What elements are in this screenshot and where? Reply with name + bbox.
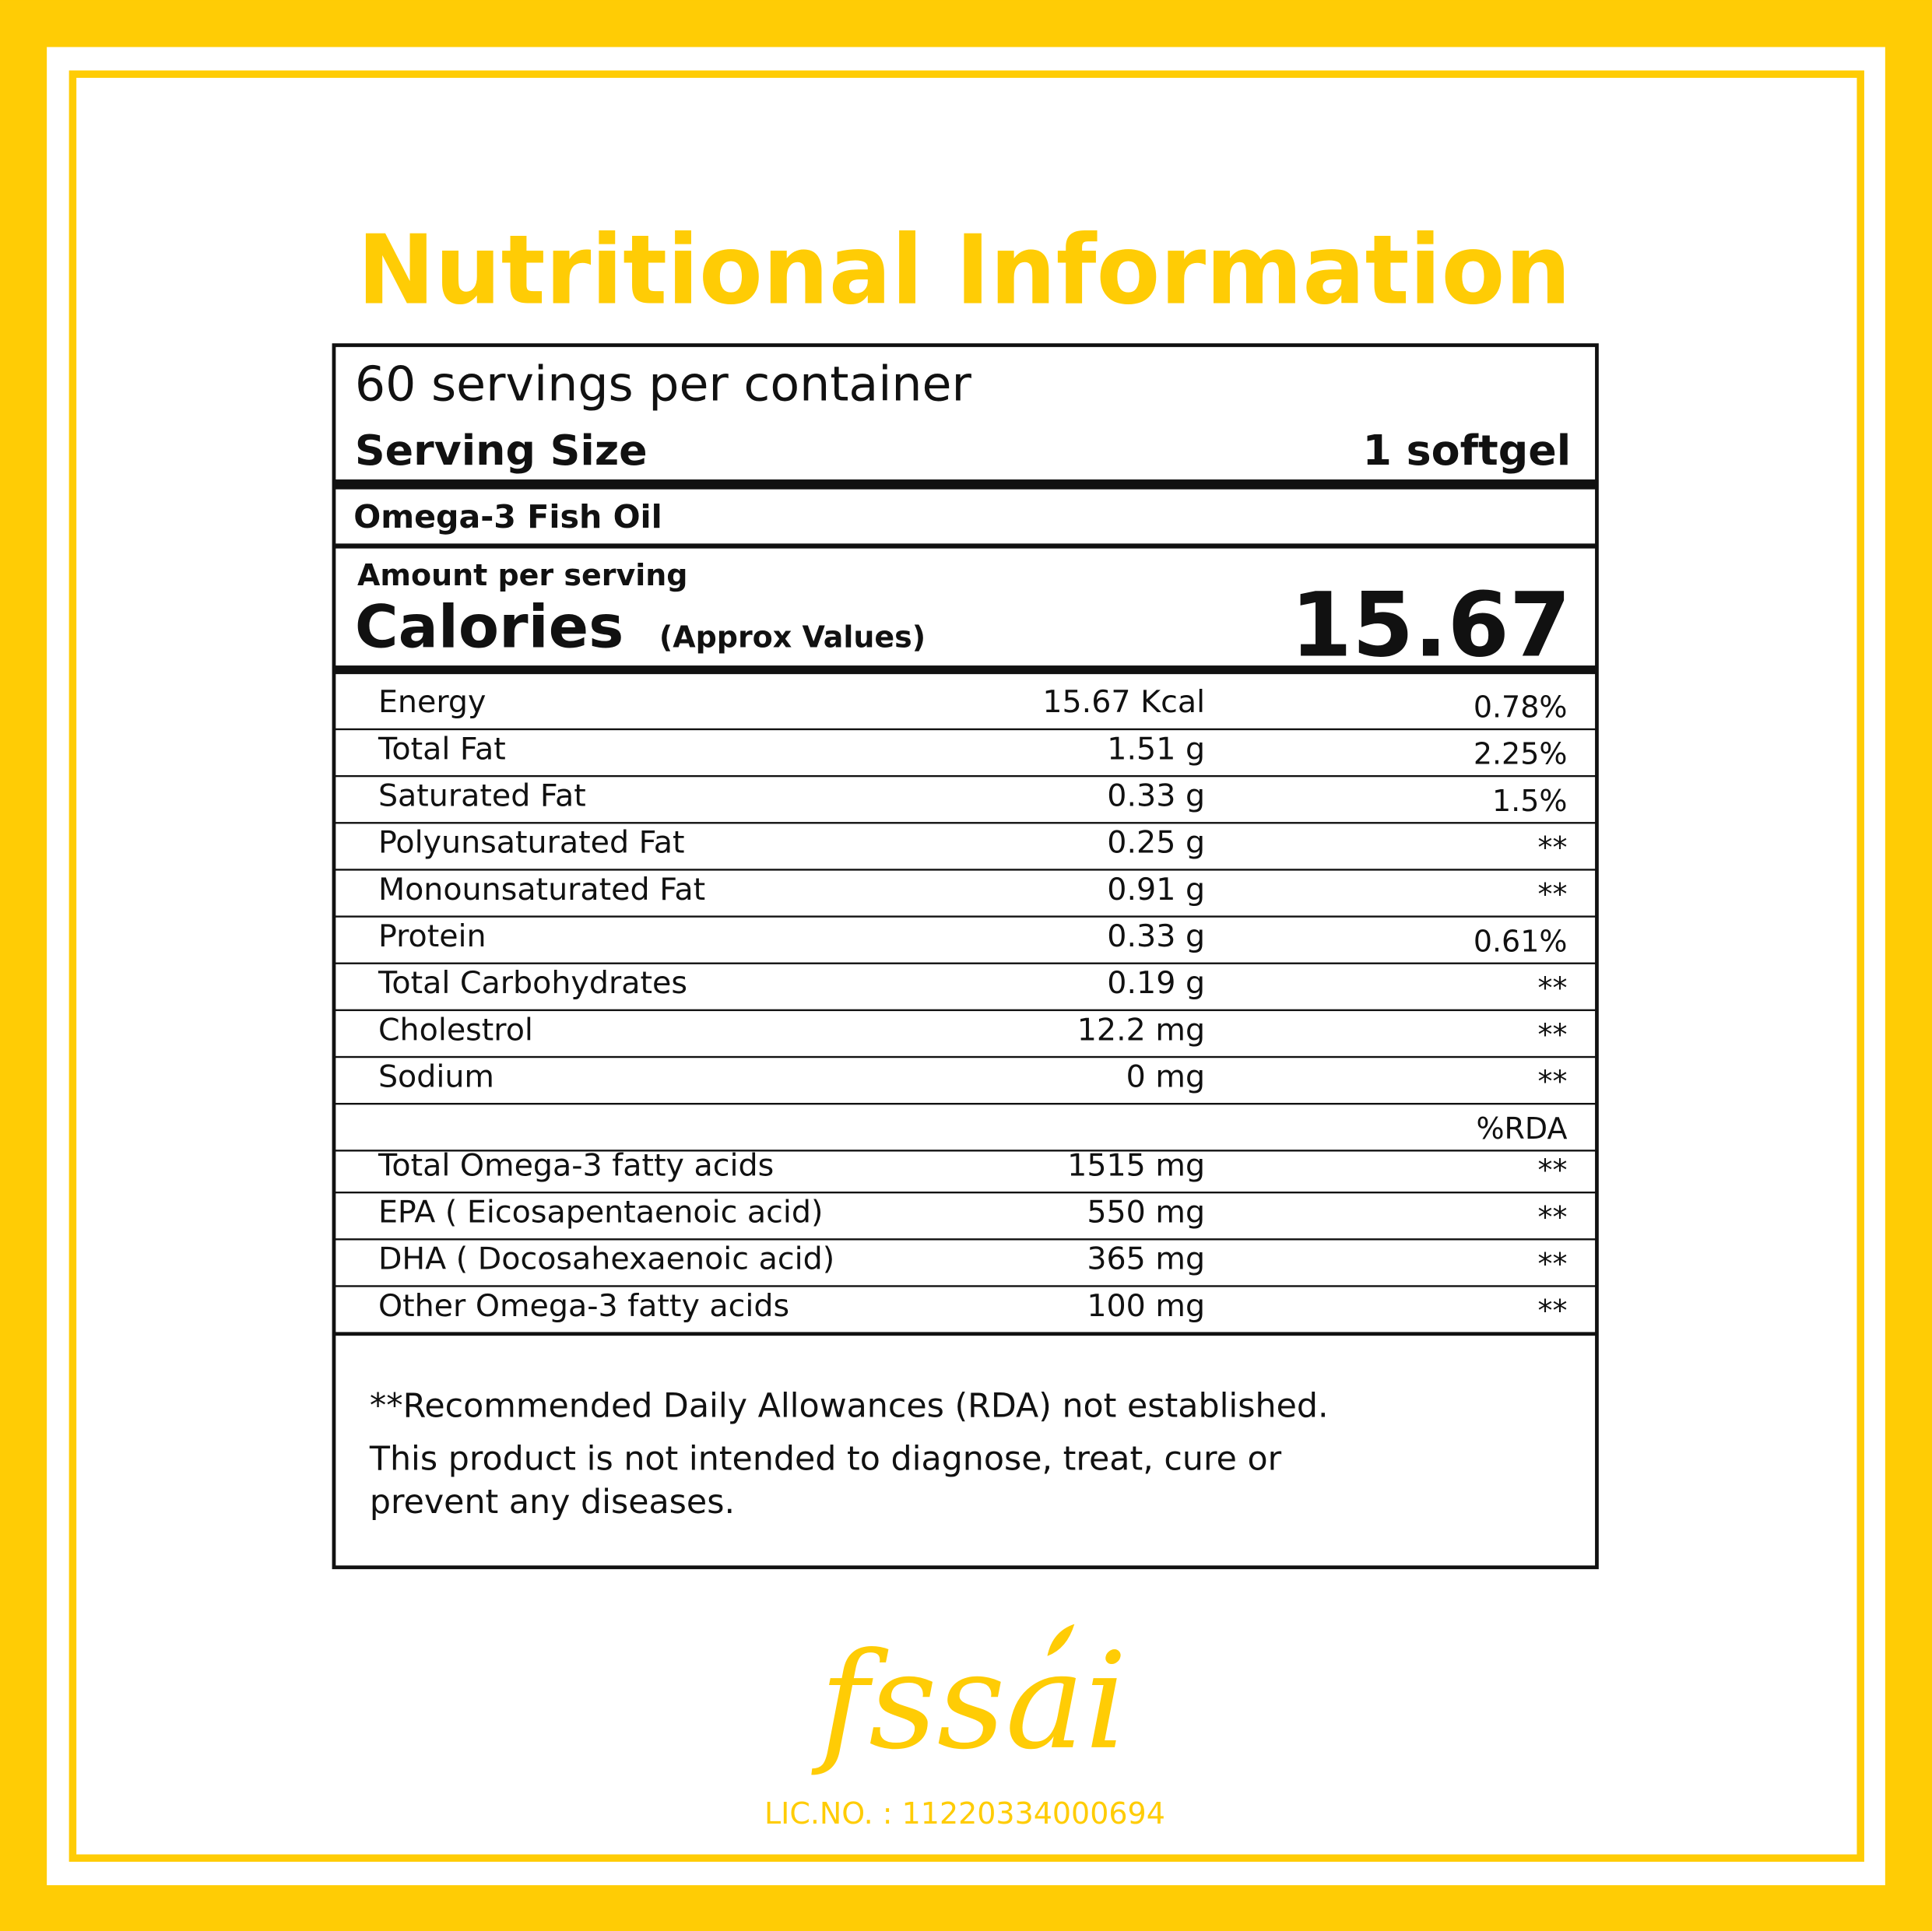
nutrient-amount: 1.51 g [1107,731,1205,767]
nutrient-amount: 365 mg [1087,1241,1205,1277]
nutrient-rda: 2.25% [1474,737,1568,771]
nutrient-amount: 0.25 g [1107,825,1205,861]
nutrient-rda: ** [1537,1065,1567,1099]
nutrient-name: EPA ( Eicosapentaenoic acid) [378,1195,824,1231]
nutrient-amount: 0.33 g [1107,918,1205,954]
nutrient-name: Energy [378,684,487,720]
nutrient-name: Protein [378,918,487,954]
nutrient-rda: 0.78% [1474,690,1568,725]
row-divider [333,915,1597,918]
nutrient-name: DHA ( Docosahexaenoic acid) [378,1241,834,1277]
nutrient-amount: 0.19 g [1107,965,1205,1001]
rule [333,1332,1597,1336]
thick-rule [333,479,1597,490]
title: Nutritional Information [357,215,1571,327]
facts-box [332,343,1599,1570]
row-divider [333,1055,1597,1059]
nutrient-rda: 0.61% [1474,924,1568,958]
nutrient-rda: ** [1537,1153,1567,1188]
nutrient-rda: ** [1537,1200,1567,1234]
nutrient-rda: ** [1537,830,1567,865]
footnote: **Recommended Daily Allowances (RDA) not… [370,1387,1329,1426]
white-panel [47,47,1885,1886]
row-divider [333,1102,1597,1105]
nutrient-rda: ** [1537,1247,1567,1281]
nutrient-amount: 0.91 g [1107,872,1205,908]
row-divider [333,1238,1597,1241]
row-divider [333,822,1597,824]
calories-note: (Approx Values) [659,620,926,654]
nutrient-amount: 100 mg [1087,1288,1205,1324]
nutrient-rda: ** [1537,1018,1567,1052]
nutrient-rda: 1.5% [1492,784,1567,818]
thick-rule [333,665,1597,675]
nutrient-amount: 0.33 g [1107,778,1205,814]
nutrient-amount: 1515 mg [1067,1147,1205,1183]
footnote: This product is not intended to diagnose… [369,1440,1282,1479]
amount-per-serving: Amount per serving [357,558,687,592]
serving-size-label: Serving Size [355,426,648,475]
nutrient-amount: 550 mg [1087,1195,1205,1231]
row-divider [333,869,1597,871]
row-divider [333,728,1597,731]
row-divider [333,1150,1597,1152]
row-divider [333,1285,1597,1287]
nutrient-rda: ** [1537,971,1567,1005]
nutrient-amount: 0 mg [1126,1059,1205,1094]
nutrient-name: Monounsaturated Fat [378,872,705,908]
calories-label: Calories [355,592,624,661]
nutrient-name: Total Carbohydrates [378,965,687,1001]
nutrient-name: Cholestrol [378,1012,533,1048]
row-divider [333,1009,1597,1012]
footnote: prevent any diseases. [370,1483,735,1522]
footnotes: **Recommended Daily Allowances (RDA) not… [369,1387,1329,1522]
nutrient-name: Sodium [378,1059,494,1094]
nutrient-name: Other Omega-3 fatty acids [378,1288,789,1324]
nutrient-amount: 15.67 Kcal [1042,684,1205,720]
rda-header: %RDA [1476,1111,1567,1146]
nutrient-amount: 12.2 mg [1077,1012,1205,1048]
nutrient-name: Saturated Fat [378,778,586,814]
product-name: Omega-3 Fish Oil [353,498,662,535]
servings: 60 servings per container [355,356,972,413]
fssai-logo: fssai [811,1624,1127,1779]
nutrient-name: Total Fat [378,731,506,767]
nutrient-rows: Energy 15.67 Kcal 0.78% Total Fat 1.51 g 2.25… [333,684,1597,1328]
inner-frame [68,70,1864,1863]
row-divider [333,962,1597,964]
license-number: LIC.NO. : 11220334000694 [764,1796,1165,1831]
row-divider [333,774,1597,778]
logo-leaf [1047,1624,1075,1656]
nutrient-rda: ** [1537,1294,1567,1328]
nutrient-name: Total Omega-3 fatty acids [378,1147,774,1183]
nutrient-name: Polyunsaturated Fat [378,825,685,861]
nutrient-rda: ** [1537,877,1567,911]
calories-value: 15.67 [1291,573,1571,676]
serving-size-value: 1 softgel [1363,426,1572,475]
row-divider [333,1191,1597,1194]
rule [333,543,1597,549]
